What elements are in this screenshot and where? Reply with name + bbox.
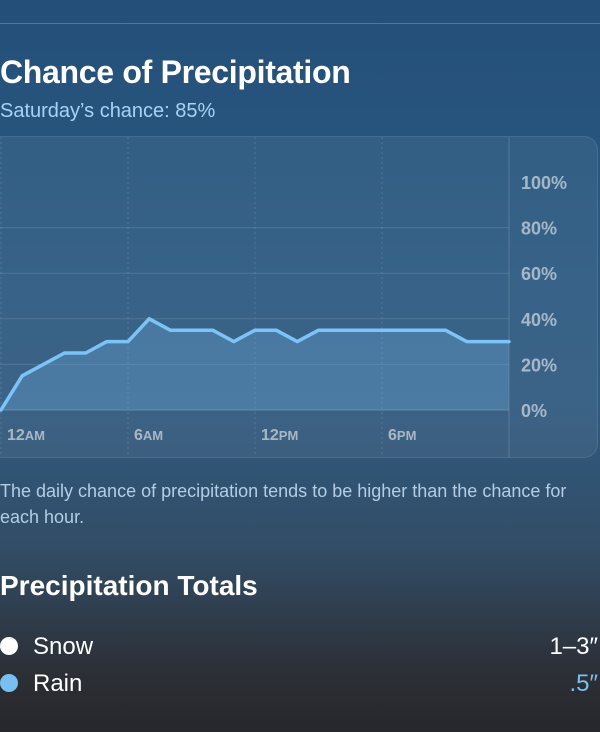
- daily-chance-subtitle: Saturday’s chance: 85%: [0, 100, 216, 122]
- precipitation-totals-title: Precipitation Totals: [0, 570, 258, 601]
- precipitation-chart[interactable]: 100% 80% 60% 40% 20% 0% 12AM 6AM 12PM 6PM: [0, 136, 598, 458]
- chart-grid: [0, 137, 510, 457]
- y-tick-label: 40%: [521, 310, 557, 330]
- x-tick-label: 12AM: [7, 427, 45, 444]
- precipitation-line: [0, 317, 511, 412]
- x-tick-label: 12PM: [261, 427, 298, 444]
- y-tick-label: 0%: [521, 401, 547, 421]
- x-tick-label: 6AM: [134, 427, 163, 444]
- total-row-rain: Rain .5″: [0, 669, 598, 699]
- y-tick-label: 60%: [521, 264, 557, 284]
- y-tick-label: 100%: [521, 173, 567, 193]
- section-title: Chance of Precipitation: [0, 54, 351, 90]
- precipitation-chart-svg: 100% 80% 60% 40% 20% 0% 12AM 6AM 12PM 6PM: [0, 137, 567, 457]
- rain-dot-icon: [0, 674, 18, 692]
- y-tick-label: 20%: [521, 355, 557, 375]
- x-tick-label: 6PM: [388, 427, 416, 444]
- snow-dot-icon: [0, 637, 18, 655]
- y-axis-labels: 100% 80% 60% 40% 20% 0%: [521, 173, 567, 421]
- rain-amount: .5″: [569, 670, 598, 697]
- precipitation-note: The daily chance of precipitation tends …: [0, 481, 567, 527]
- snow-amount: 1–3″: [549, 633, 598, 660]
- snow-label: Snow: [33, 633, 94, 660]
- top-divider: [0, 23, 600, 24]
- precipitation-area: [1, 318, 509, 410]
- total-row-snow: Snow 1–3″: [0, 632, 598, 662]
- y-tick-label: 80%: [521, 219, 557, 239]
- x-axis-labels: 12AM 6AM 12PM 6PM: [7, 427, 416, 444]
- rain-label: Rain: [33, 670, 83, 697]
